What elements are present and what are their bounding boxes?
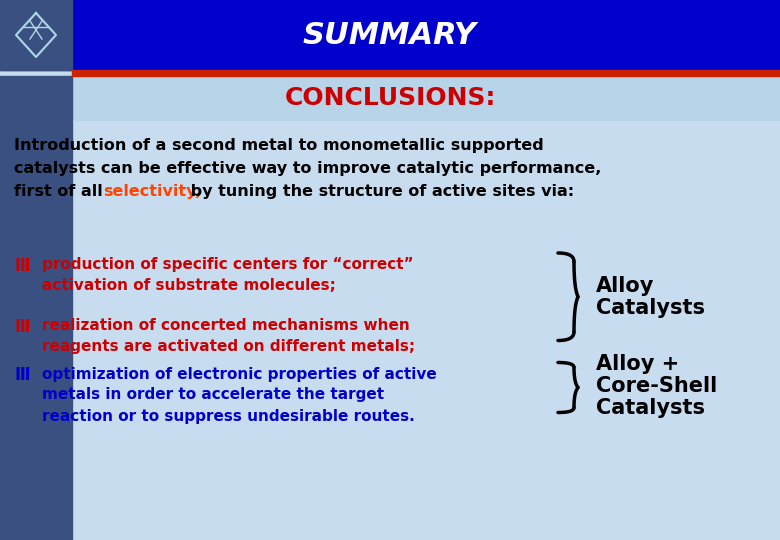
Bar [0,120,72,540]
Text: Catalysts: Catalysts [596,298,705,318]
Text: Alloy +: Alloy + [596,354,679,374]
Text: Introduction of a second metal to monometallic supported: Introduction of a second metal to monome… [14,138,544,153]
Text: reaction or to suppress undesirable routes.: reaction or to suppress undesirable rout… [42,408,415,423]
Bar [72,70,780,76]
Bar [72,76,780,120]
Text: reagents are activated on different metals;: reagents are activated on different meta… [42,339,415,354]
Text: Ⅲ: Ⅲ [14,367,30,384]
Text: catalysts can be effective way to improve catalytic performance,: catalysts can be effective way to improv… [14,161,601,176]
Text: realization of concerted mechanisms when: realization of concerted mechanisms when [42,318,410,333]
Text: activation of substrate molecules;: activation of substrate molecules; [42,278,336,293]
Text: by tuning the structure of active sites via:: by tuning the structure of active sites … [186,184,574,199]
Bar [0,120,780,540]
Text: Catalysts: Catalysts [596,397,705,417]
Text: SUMMARY: SUMMARY [303,21,477,50]
Text: selectivity,: selectivity, [103,184,201,199]
Text: Core-Shell: Core-Shell [596,375,718,395]
Bar [0,0,780,70]
Text: first of all: first of all [14,184,108,199]
Text: production of specific centers for “correct”: production of specific centers for “corr… [42,257,413,272]
Text: CONCLUSIONS:: CONCLUSIONS: [285,86,495,110]
Text: metals in order to accelerate the target: metals in order to accelerate the target [42,388,384,402]
Bar [0,76,72,120]
Bar [0,0,72,70]
Text: Ⅲ: Ⅲ [14,257,30,275]
Text: Alloy: Alloy [596,276,654,296]
Text: Ⅲ: Ⅲ [14,318,30,335]
Text: optimization of electronic properties of active: optimization of electronic properties of… [42,367,437,381]
